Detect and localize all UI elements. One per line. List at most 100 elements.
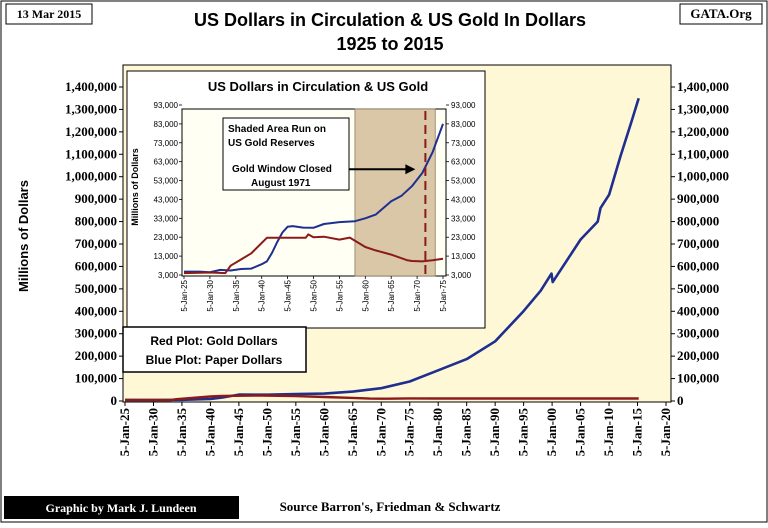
inset-x-tick-label: 5-Jan-35 (232, 279, 241, 311)
y-axis-label: Millions of Dollars (16, 180, 31, 292)
x-tick-label: 5-Jan-30 (145, 408, 160, 456)
y-right-tick-label: 400,000 (677, 303, 719, 318)
y-right-tick-label: 500,000 (677, 281, 719, 296)
arrow-head (405, 164, 416, 175)
inset-y-left-tick-label: 53,000 (154, 177, 179, 186)
y-left-tick-label: 1,200,000 (65, 124, 117, 139)
x-tick-label: 5-Jan-40 (202, 408, 217, 456)
y-left-tick-label: 900,000 (75, 191, 117, 206)
y-left-tick-label: 800,000 (75, 214, 117, 229)
y-right-tick-label: 300,000 (677, 326, 719, 341)
inset-y-right-tick-label: 43,000 (451, 195, 476, 204)
inset-paper-dollars-line (184, 123, 444, 274)
x-tick-label: 5-Jan-10 (601, 408, 616, 456)
y-left-tick-label: 200,000 (75, 348, 117, 363)
inset-x-tick-label: 5-Jan-50 (310, 279, 319, 311)
site-label: GATA.Org (690, 6, 752, 21)
y-left-tick-label: 1,300,000 (65, 101, 117, 116)
y-right-tick-label: 700,000 (677, 236, 719, 251)
y-right-tick-label: 200,000 (677, 348, 719, 363)
y-right-tick-label: 0 (677, 393, 684, 408)
legend-box (122, 326, 307, 373)
annotation-shaded-line2: US Gold Reserves (228, 138, 315, 149)
y-left-tick-label: 1,000,000 (65, 169, 117, 184)
inset-y-left-tick-label: 3,000 (158, 271, 179, 280)
x-tick-label: 5-Jan-15 (630, 408, 645, 457)
inset-y-left-tick-label: 33,000 (154, 214, 179, 223)
inset-x-tick-label: 5-Jan-75 (439, 279, 448, 311)
source-label: Source Barron's, Friedman & Schwartz (280, 499, 501, 514)
inset-series (183, 111, 444, 275)
inset-x-tick-label: 5-Jan-45 (284, 279, 293, 311)
x-tick-label: 5-Jan-55 (288, 408, 303, 457)
legend-line-paper: Blue Plot: Paper Dollars (146, 353, 283, 367)
x-tick-label: 5-Jan-65 (345, 408, 360, 457)
x-tick-label: 5-Jan-25 (117, 408, 132, 457)
annotation-gold-window-line2: August 1971 (251, 178, 311, 189)
y-left-tick-label: 700,000 (75, 236, 117, 251)
inset-x-tick-label: 5-Jan-30 (206, 279, 215, 311)
x-tick-label: 5-Jan-75 (402, 408, 417, 457)
x-tick-label: 5-Jan-00 (544, 408, 559, 456)
main-series (124, 97, 640, 402)
main-axes: 0 100,000 200,000 300,000 400,000 500,000 600,… (65, 79, 729, 456)
inset-x-tick-label: 5-Jan-70 (413, 279, 422, 311)
x-tick-label: 5-Jan-05 (573, 408, 588, 457)
inset-chart: US Dollars in Circulation & US Gold Mill… (126, 70, 486, 329)
y-right-tick-label: 100,000 (677, 371, 719, 386)
x-tick-label: 5-Jan-45 (231, 408, 246, 457)
y-left-tick-label: 100,000 (75, 371, 117, 386)
credit-box (4, 496, 239, 519)
site-box (679, 3, 763, 25)
annotation-arrow (349, 164, 416, 175)
inset-y-left-tick-label: 93,000 (154, 101, 179, 110)
inset-x-tick-label: 5-Jan-65 (387, 279, 396, 311)
y-right-tick-label: 900,000 (677, 191, 719, 206)
annotation-shaded-line1: Shaded Area Run on (228, 124, 326, 135)
y-right-tick-label: 1,400,000 (677, 79, 729, 94)
annotation-gold-window-line1: Gold Window Closed (232, 164, 332, 175)
y-right-tick-label: 1,300,000 (677, 101, 729, 116)
inset-y-left-tick-label: 63,000 (154, 158, 179, 167)
inset-y-left-tick-label: 73,000 (154, 139, 179, 148)
shaded-run-region (354, 108, 436, 277)
paper-dollars-line (124, 97, 640, 402)
x-tick-label: 5-Jan-70 (373, 408, 388, 456)
inset-y-right-tick-label: 93,000 (451, 101, 476, 110)
inset-shaded-area (354, 108, 436, 277)
x-tick-label: 5-Jan-80 (430, 408, 445, 456)
inset-gold-dollars-line (183, 233, 444, 275)
inset-y-right-tick-label: 33,000 (451, 214, 476, 223)
x-tick-label: 5-Jan-20 (658, 408, 673, 456)
inset-x-tick-label: 5-Jan-60 (361, 279, 370, 311)
y-left-tick-label: 0 (111, 393, 118, 408)
x-tick-label: 5-Jan-95 (516, 408, 531, 457)
x-tick-label: 5-Jan-50 (259, 408, 274, 456)
inset-y-right-tick-label: 3,000 (451, 271, 472, 280)
inset-y-right-tick-label: 23,000 (451, 233, 476, 242)
y-left-tick-label: 1,100,000 (65, 146, 117, 161)
inset-title: US Dollars in Circulation & US Gold (208, 79, 428, 94)
inset-y-left-tick-label: 43,000 (154, 195, 179, 204)
inset-x-tick-label: 5-Jan-55 (335, 279, 344, 311)
y-right-tick-label: 800,000 (677, 214, 719, 229)
y-right-tick-label: 1,000,000 (677, 169, 729, 184)
x-tick-label: 5-Jan-35 (174, 408, 189, 457)
gold-dollars-line (124, 394, 639, 402)
inset-y-axis-label: Millions of Dollars (130, 148, 140, 226)
x-tick-label: 5-Jan-85 (459, 408, 474, 457)
legend-line-gold: Red Plot: Gold Dollars (150, 334, 278, 348)
inset-x-tick-label: 5-Jan-25 (180, 279, 189, 311)
y-left-tick-label: 300,000 (75, 326, 117, 341)
inset-y-right-tick-label: 53,000 (451, 177, 476, 186)
y-right-tick-label: 600,000 (677, 258, 719, 273)
date-box (5, 3, 93, 25)
chart-title-line1: US Dollars in Circulation & US Gold In D… (194, 10, 586, 30)
inset-y-right-tick-label: 63,000 (451, 158, 476, 167)
y-left-tick-label: 400,000 (75, 303, 117, 318)
inset-y-left-tick-label: 13,000 (154, 252, 179, 261)
y-right-tick-label: 1,200,000 (677, 124, 729, 139)
inset-y-left-tick-label: 83,000 (154, 120, 179, 129)
y-left-tick-label: 500,000 (75, 281, 117, 296)
